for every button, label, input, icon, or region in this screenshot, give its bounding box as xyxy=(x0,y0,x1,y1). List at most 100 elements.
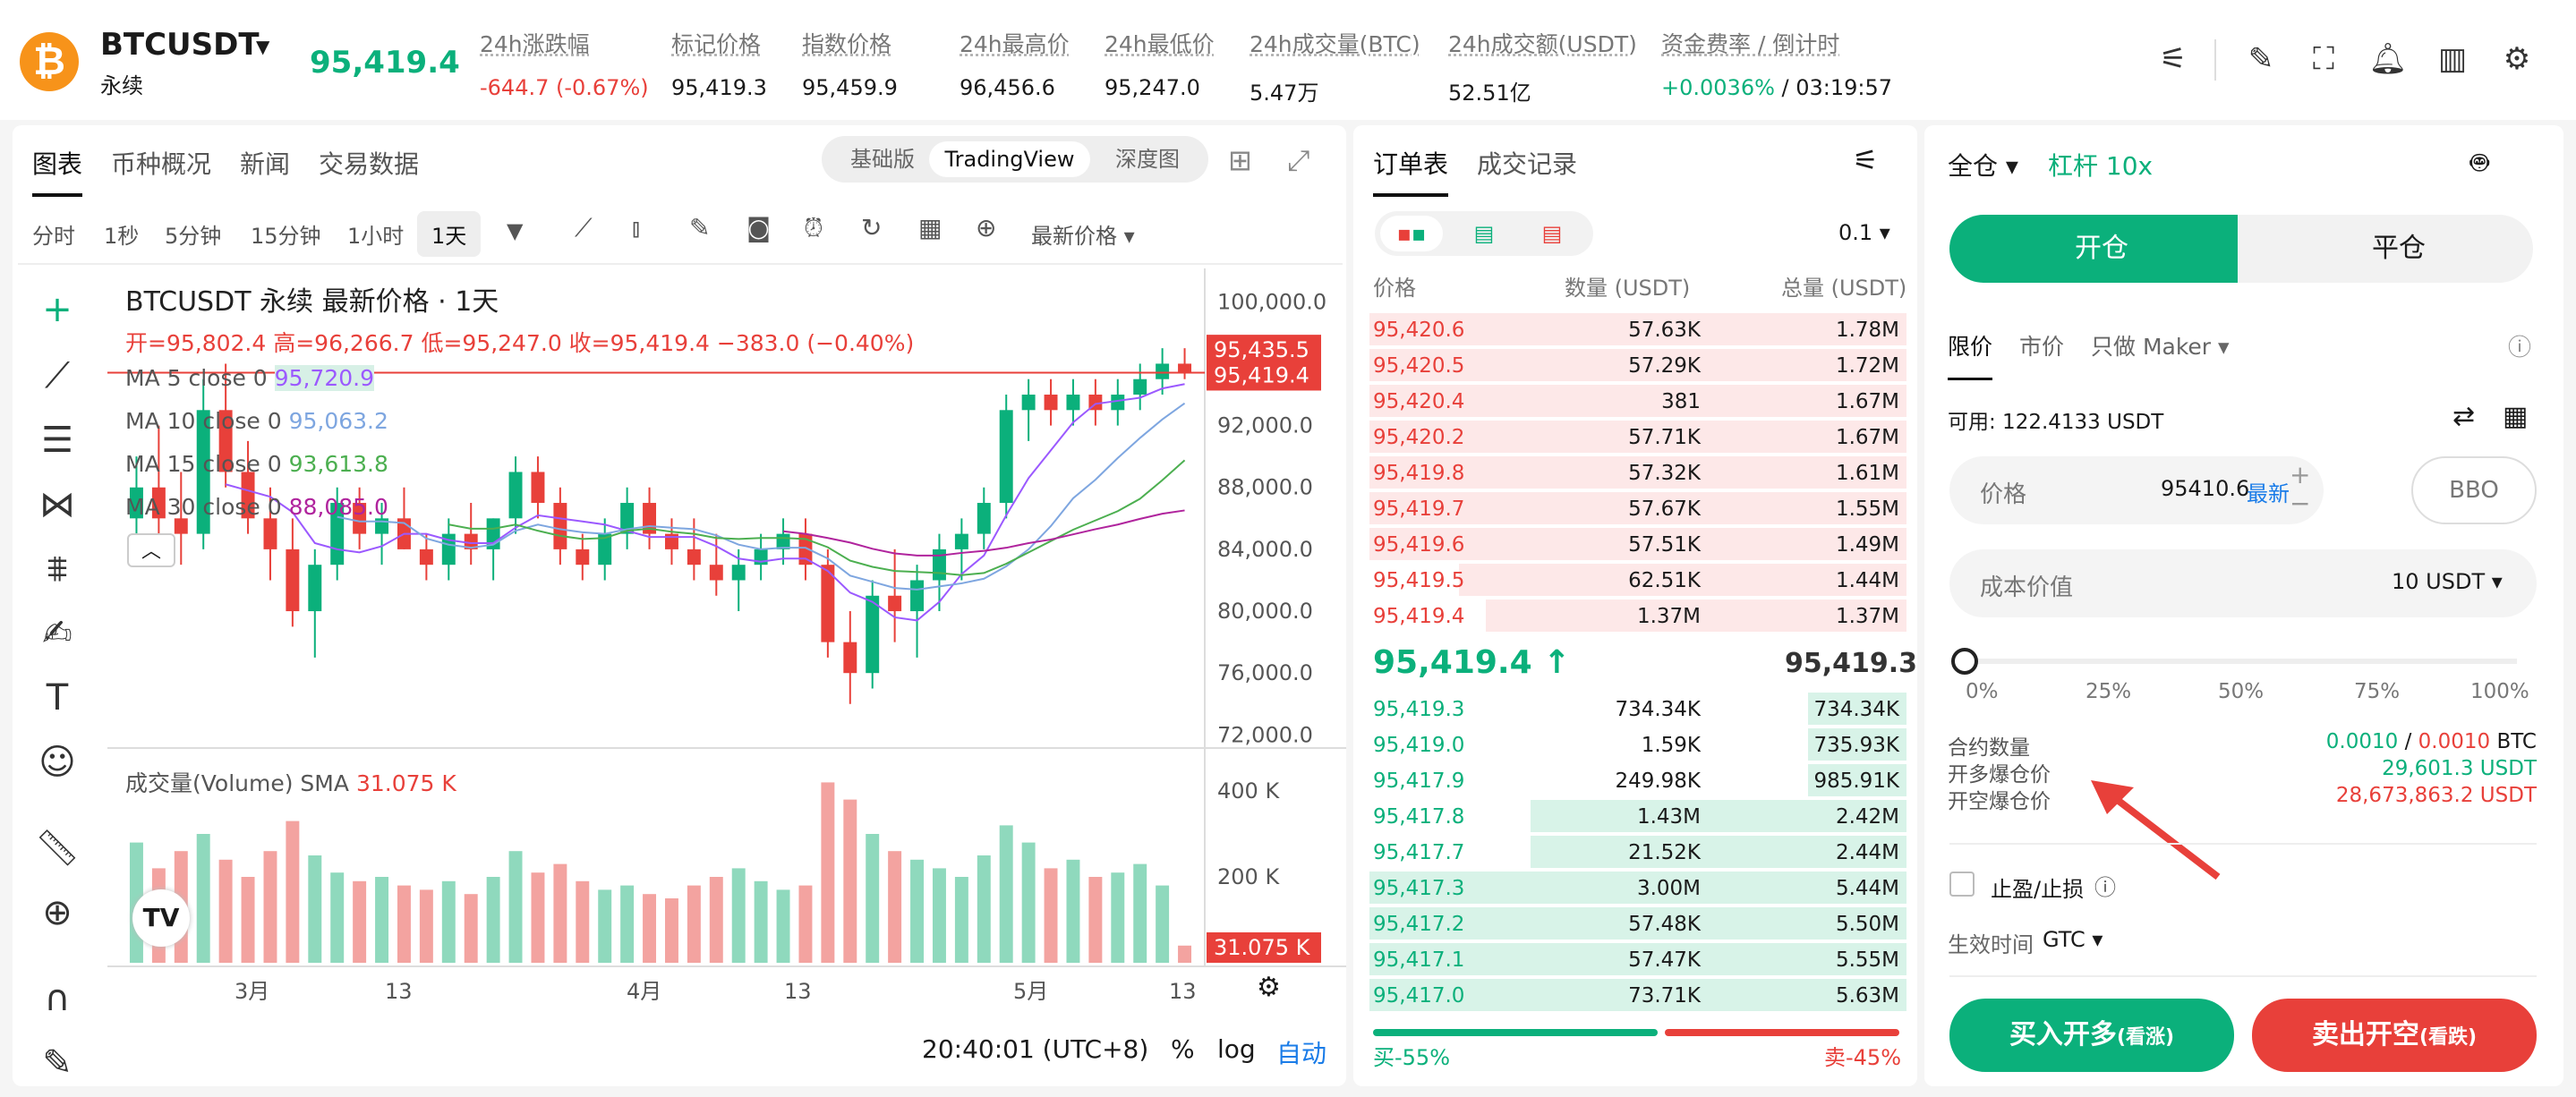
close-position-tab[interactable]: 平仓 xyxy=(2238,215,2533,283)
cost-unit-select[interactable]: 10 USDT ▾ xyxy=(2392,569,2503,594)
log-toggle[interactable]: log xyxy=(1217,1034,1256,1064)
mode-both-icon[interactable]: ▪▪ xyxy=(1380,216,1443,251)
slider-75[interactable]: 75% xyxy=(2354,680,2401,703)
text-tool-icon[interactable]: T xyxy=(46,677,69,719)
lock-draw-icon[interactable]: ✎ xyxy=(42,1042,73,1084)
symbol-name[interactable]: BTCUSDT xyxy=(100,27,260,63)
increment-icon[interactable]: + xyxy=(2290,460,2311,489)
bid-row[interactable]: 95,419.3 734.34K 734.34K xyxy=(1369,691,1906,727)
precision-select[interactable]: 0.1 ▾ xyxy=(1838,220,1890,245)
trendline-icon[interactable]: ⟋ xyxy=(45,355,70,396)
fib-icon[interactable]: ☰ xyxy=(41,420,73,461)
ask-row[interactable]: 95,419.6 57.51K 1.49M xyxy=(1369,526,1906,562)
transfer-icon[interactable]: ⇄ xyxy=(2452,401,2476,432)
settings-icon[interactable]: ⚙ xyxy=(1257,972,1281,1003)
ask-row[interactable]: 95,420.6 57.63K 1.78M xyxy=(1369,311,1906,347)
add-icon[interactable]: ⊕ xyxy=(976,213,997,242)
margin-mode-select[interactable]: 全仓 ▾ xyxy=(1948,151,2018,181)
ticket-icon[interactable]: ⛶ xyxy=(2313,41,2334,77)
orderbook-settings-icon[interactable]: ⚟ xyxy=(1853,143,1879,177)
interval-5m[interactable]: 5分钟 xyxy=(165,224,222,249)
order-type-limit[interactable]: 限价 xyxy=(1948,329,1993,380)
price-type-select[interactable]: 最新价格 ▾ xyxy=(1031,224,1135,249)
auto-toggle[interactable]: 自动 xyxy=(1276,1039,1327,1068)
buy-long-button[interactable]: 买入开多(看涨) xyxy=(1949,999,2234,1072)
ask-row[interactable]: 95,419.5 62.51K 1.44M xyxy=(1369,562,1906,598)
bid-row[interactable]: 95,417.8 1.43M 2.42M xyxy=(1369,798,1906,834)
decrement-icon[interactable]: − xyxy=(2290,489,2311,518)
bid-row[interactable]: 95,417.9 249.98K 985.91K xyxy=(1369,762,1906,798)
bbo-button[interactable]: BBO xyxy=(2411,456,2537,524)
amount-slider[interactable] xyxy=(1966,659,2517,664)
book-icon[interactable]: ▥ xyxy=(2437,41,2468,77)
bid-row[interactable]: 95,417.3 3.00M 5.44M xyxy=(1369,870,1906,906)
interval-timeline[interactable]: 分时 xyxy=(32,224,75,249)
interval-1s[interactable]: 1秒 xyxy=(104,224,140,249)
view-basic[interactable]: 基础版 xyxy=(850,147,915,172)
ask-row[interactable]: 95,419.8 57.32K 1.61M xyxy=(1369,455,1906,490)
bell-icon[interactable]: 🔔︎ xyxy=(2368,41,2408,77)
interval-1d[interactable]: 1天 xyxy=(417,211,482,257)
tpsl-checkbox[interactable] xyxy=(1949,872,1975,897)
tab-chart[interactable]: 图表 xyxy=(32,145,83,197)
bid-row[interactable]: 95,417.0 73.71K 5.63M xyxy=(1369,977,1906,1013)
info-icon[interactable]: ⓘ xyxy=(2508,335,2532,361)
ask-row[interactable]: 95,419.7 57.67K 1.55M xyxy=(1369,490,1906,526)
tpsl-info-icon[interactable]: ⓘ xyxy=(2094,875,2116,900)
order-type-market[interactable]: 市价 xyxy=(2019,334,2065,360)
sliders-icon[interactable]: ⚟ xyxy=(2159,41,2188,77)
slider-100[interactable]: 100% xyxy=(2470,680,2529,703)
gear-icon[interactable]: ⚙ xyxy=(2503,41,2531,77)
zoom-in-icon[interactable]: ⊕ xyxy=(42,892,73,933)
pattern-icon[interactable]: ⋈ xyxy=(39,484,75,525)
tab-trades[interactable]: 成交记录 xyxy=(1477,149,1578,179)
cost-input[interactable]: 成本价值 10 USDT ▾ xyxy=(1949,549,2537,617)
robot-icon[interactable]: 🤖︎ xyxy=(2470,145,2489,181)
crosshair-icon[interactable]: + xyxy=(42,289,73,330)
open-position-tab[interactable]: 开仓 xyxy=(1949,215,2254,283)
order-type-maker[interactable]: 只做 Maker ▾ xyxy=(2091,334,2230,360)
slider-handle[interactable] xyxy=(1951,648,1978,675)
candle-type-icon[interactable]: ⫾ xyxy=(632,213,640,242)
percent-toggle[interactable]: % xyxy=(1171,1034,1195,1064)
mode-asks-icon[interactable]: ▤ xyxy=(1541,221,1563,246)
tif-select[interactable]: GTC ▾ xyxy=(2043,927,2103,952)
projection-icon[interactable]: ⩨ xyxy=(47,548,68,590)
collapse-legend-button[interactable]: ︿ xyxy=(127,533,175,567)
bid-row[interactable]: 95,417.1 57.47K 5.55M xyxy=(1369,941,1906,977)
ask-row[interactable]: 95,420.2 57.71K 1.67M xyxy=(1369,419,1906,455)
slider-25[interactable]: 25% xyxy=(2086,680,2132,703)
view-depth[interactable]: 深度图 xyxy=(1115,147,1180,172)
tab-coin-overview[interactable]: 币种概况 xyxy=(111,149,212,179)
interval-dropdown-icon[interactable]: ▼ xyxy=(507,218,524,243)
price-input[interactable]: 价格 95410.6 最新 + − xyxy=(1949,456,2324,524)
tab-orderbook[interactable]: 订单表 xyxy=(1373,145,1449,197)
ask-row[interactable]: 95,420.5 57.29K 1.72M xyxy=(1369,347,1906,383)
candlestick-chart[interactable]: 100,000.096,000.092,000.088,000.084,000.… xyxy=(107,268,1346,1056)
magnet-icon[interactable]: ∩ xyxy=(44,978,71,1019)
slider-50[interactable]: 50% xyxy=(2218,680,2265,703)
ask-row[interactable]: 95,420.4 381 1.67M xyxy=(1369,383,1906,419)
camera-icon[interactable]: ◙ xyxy=(746,213,772,242)
brush-icon[interactable]: ✍ xyxy=(42,613,73,654)
bid-row[interactable]: 95,417.2 57.48K 5.50M xyxy=(1369,906,1906,941)
sell-short-button[interactable]: 卖出开空(看跌) xyxy=(2252,999,2537,1072)
view-tradingview[interactable]: TradingView xyxy=(929,141,1090,177)
interval-15m[interactable]: 15分钟 xyxy=(251,224,321,249)
leverage-select[interactable]: 杠杆 10x xyxy=(2048,151,2154,181)
pencil-icon[interactable]: ✎ xyxy=(689,213,711,242)
emoji-icon[interactable]: ☺ xyxy=(38,742,76,783)
slider-0[interactable]: 0% xyxy=(1966,680,1999,703)
calculator-icon[interactable]: ▦ xyxy=(2503,401,2529,432)
replay-icon[interactable]: ↻ xyxy=(861,213,883,242)
grid-layout-icon[interactable]: ⊞ xyxy=(1228,143,1252,177)
bid-row[interactable]: 95,417.7 21.52K 2.44M xyxy=(1369,834,1906,870)
ruler-icon[interactable]: 📏︎ xyxy=(34,828,81,869)
symbol-dropdown-icon[interactable]: ▼ xyxy=(256,36,270,57)
order-note-icon[interactable]: ✎ xyxy=(2248,41,2274,77)
ask-row[interactable]: 95,419.4 1.37M 1.37M xyxy=(1369,598,1906,634)
alarm-icon[interactable]: ⏰︎ xyxy=(804,213,823,242)
tab-trade-data[interactable]: 交易数据 xyxy=(319,149,420,179)
tab-news[interactable]: 新闻 xyxy=(240,149,291,179)
indicator-icon[interactable]: ⟋ xyxy=(575,213,593,242)
